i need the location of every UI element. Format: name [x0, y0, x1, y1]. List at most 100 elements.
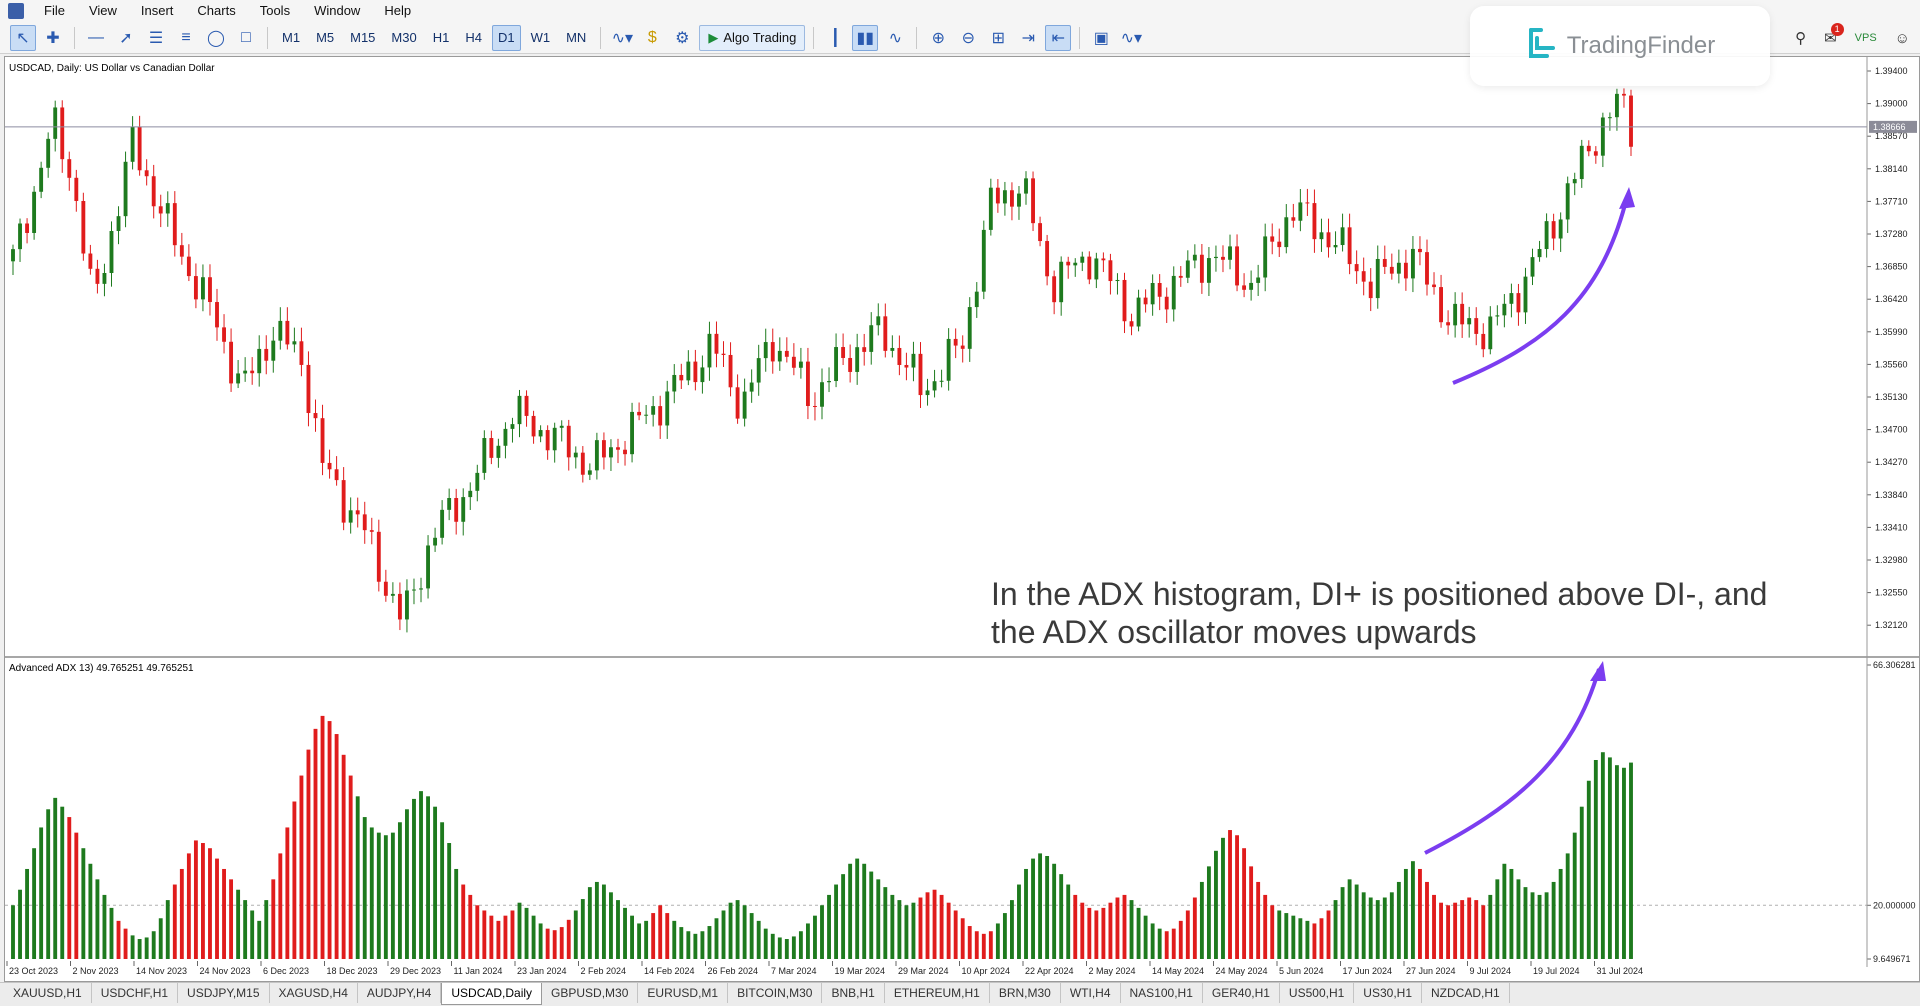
chart-tab[interactable]: GER40,H1 — [1203, 983, 1280, 1003]
time-tick-label: 29 Dec 2023 — [390, 966, 441, 976]
chart-tab[interactable]: USDJPY,M15 — [178, 983, 270, 1003]
horizontal-line-icon[interactable]: — — [88, 28, 104, 46]
adx-bar — [1164, 931, 1169, 959]
menu-view[interactable]: View — [88, 3, 117, 18]
timeframe-w1[interactable]: W1 — [530, 30, 551, 45]
channel-icon[interactable]: ☰ — [148, 29, 164, 47]
fibonacci-icon[interactable]: ≡ — [181, 28, 191, 46]
adx-bar — [1150, 923, 1155, 959]
shapes-icon[interactable]: ◯ — [207, 29, 225, 47]
adx-bar — [876, 879, 881, 959]
chart-tab[interactable]: AUDJPY,H4 — [358, 983, 442, 1003]
adx-bar — [960, 918, 965, 959]
chart-tab[interactable]: BNB,H1 — [822, 983, 885, 1003]
candle-body — [960, 345, 965, 349]
chart-tab[interactable]: NAS100,H1 — [1121, 983, 1203, 1003]
menu-tools[interactable]: Tools — [259, 3, 291, 18]
candle-body — [1143, 297, 1148, 305]
algo-trading-button[interactable]: ▶ Algo Trading — [699, 24, 806, 51]
timeframe-h1[interactable]: H1 — [432, 30, 450, 45]
chart-tab[interactable]: GBPUSD,M30 — [542, 983, 639, 1003]
chart-tab[interactable]: USDCHF,H1 — [92, 983, 179, 1003]
adx-bar — [60, 806, 65, 959]
adx-bar — [1622, 767, 1626, 959]
price-chart-svg[interactable]: USDCAD, Daily: US Dollar vs Canadian Dol… — [5, 57, 1919, 981]
zoom-box-icon[interactable]: □ — [241, 28, 251, 46]
time-tick-label: 27 Jun 2024 — [1406, 966, 1456, 976]
chart-tab[interactable]: ETHEREUM,H1 — [885, 983, 990, 1003]
bar-chart-icon[interactable]: ┃ — [830, 29, 841, 47]
chart-tab[interactable]: USDCAD,Daily — [441, 983, 543, 1005]
templates-icon[interactable]: ∿▾ — [1120, 29, 1143, 47]
search-icon[interactable]: ⚲ — [1795, 30, 1807, 47]
candlestick-icon[interactable]: ▮▮ — [852, 24, 879, 51]
candle-body — [95, 268, 100, 284]
chart-tab[interactable]: NZDCAD,H1 — [1422, 983, 1510, 1003]
screenshot-icon[interactable]: ▣ — [1093, 29, 1109, 47]
chart-tab[interactable]: XAUUSD,H1 — [4, 983, 92, 1003]
timeframe-h4[interactable]: H4 — [465, 30, 482, 45]
crosshair-icon[interactable]: ✚ — [46, 29, 60, 47]
timeframe-d1[interactable]: D1 — [491, 24, 521, 51]
menu-insert[interactable]: Insert — [140, 3, 174, 18]
adx-bar — [510, 910, 515, 959]
chart-tab[interactable]: WTI,H4 — [1061, 983, 1121, 1003]
cursor-icon[interactable]: ↖ — [10, 24, 36, 51]
toolbar-separator — [267, 26, 268, 49]
line-chart-icon[interactable]: ∿ — [888, 29, 903, 47]
price-axis: 1.39400 1.39000 1.38570 1.38140 1.37710 1.372… — [1867, 66, 1908, 630]
adx-bar — [186, 853, 191, 959]
timeframe-m1[interactable]: M1 — [282, 30, 301, 45]
chart-tab[interactable]: US30,H1 — [1354, 983, 1422, 1003]
chart-tab[interactable]: US500,H1 — [1280, 983, 1355, 1003]
tradingfinder-logo: TradingFinder — [1470, 6, 1770, 86]
adx-bar — [1073, 894, 1078, 959]
experts-icon[interactable]: ⚙ — [675, 29, 690, 47]
trend-line-icon[interactable]: ➚ — [119, 29, 133, 47]
candle-body — [1235, 246, 1239, 286]
chart-tab[interactable]: XAGUSD,H4 — [270, 983, 358, 1003]
adx-bar — [236, 889, 241, 959]
adx-bar — [1460, 900, 1465, 959]
adx-bar — [630, 915, 634, 959]
profile-icon[interactable]: ☺ — [1894, 29, 1910, 47]
notifications-icon[interactable]: ✉ 1 — [1824, 23, 1844, 47]
chart-shift-icon[interactable]: ⇤ — [1045, 24, 1072, 51]
adx-bar — [1446, 905, 1451, 959]
candle-body — [1052, 276, 1057, 303]
candle-body — [320, 418, 325, 463]
chart-window[interactable]: USDCAD, Daily: US Dollar vs Canadian Dol… — [4, 56, 1920, 982]
adx-bar — [1565, 853, 1570, 959]
menu-window[interactable]: Window — [314, 3, 361, 18]
candle-body — [81, 200, 86, 254]
menu-help[interactable]: Help — [384, 3, 412, 18]
timeframe-mn[interactable]: MN — [566, 30, 587, 45]
candle-body — [1607, 117, 1612, 119]
chart-tab[interactable]: EURUSD,M1 — [638, 983, 729, 1003]
candle-body — [1340, 227, 1345, 246]
zoom-out-icon[interactable]: ⊖ — [961, 29, 976, 47]
dollar-icon[interactable]: $ — [647, 28, 657, 46]
timeframe-m30[interactable]: M30 — [391, 30, 417, 45]
tile-windows-icon[interactable]: ⊞ — [991, 29, 1006, 47]
time-tick-label: 2 Feb 2024 — [581, 966, 627, 976]
menu-file[interactable]: File — [44, 3, 65, 18]
adx-bar — [594, 881, 599, 959]
vps-icon[interactable]: VPS — [1854, 32, 1877, 44]
menu-charts[interactable]: Charts — [197, 3, 236, 18]
candle-body — [573, 452, 578, 458]
zoom-in-icon[interactable]: ⊕ — [931, 29, 946, 47]
indicator-title: Advanced ADX 13) 49.765251 49.765251 — [9, 663, 194, 674]
adx-bar — [1002, 913, 1007, 959]
price-tick-label: 1.35130 — [1875, 392, 1908, 402]
adx-bar — [193, 840, 198, 959]
indicators-icon[interactable]: ∿▾ — [611, 29, 634, 47]
candle-body — [1298, 202, 1303, 221]
auto-scroll-icon[interactable]: ⇥ — [1021, 29, 1036, 47]
chart-tab[interactable]: BRN,M30 — [990, 983, 1061, 1003]
timeframe-m5[interactable]: M5 — [316, 30, 335, 45]
timeframe-m15[interactable]: M15 — [350, 30, 376, 45]
time-tick-label: 19 Jul 2024 — [1533, 966, 1580, 976]
adx-bar — [1551, 881, 1556, 959]
chart-tab[interactable]: BITCOIN,M30 — [728, 983, 823, 1003]
